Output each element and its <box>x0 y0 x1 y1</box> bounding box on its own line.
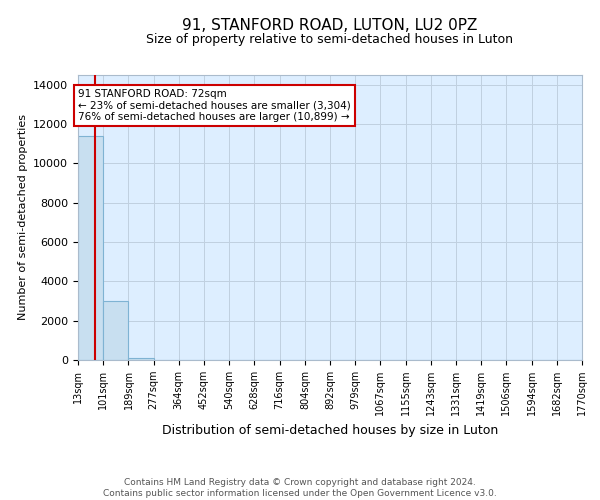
Bar <box>128 358 154 360</box>
Bar <box>103 301 128 360</box>
Text: 91, STANFORD ROAD, LUTON, LU2 0PZ: 91, STANFORD ROAD, LUTON, LU2 0PZ <box>182 18 478 32</box>
Bar <box>78 136 103 360</box>
Text: Size of property relative to semi-detached houses in Luton: Size of property relative to semi-detach… <box>146 32 514 46</box>
Y-axis label: Number of semi-detached properties: Number of semi-detached properties <box>17 114 28 320</box>
Text: 91 STANFORD ROAD: 72sqm
← 23% of semi-detached houses are smaller (3,304)
76% of: 91 STANFORD ROAD: 72sqm ← 23% of semi-de… <box>78 89 351 122</box>
X-axis label: Distribution of semi-detached houses by size in Luton: Distribution of semi-detached houses by … <box>162 424 498 436</box>
Text: Contains HM Land Registry data © Crown copyright and database right 2024.
Contai: Contains HM Land Registry data © Crown c… <box>103 478 497 498</box>
